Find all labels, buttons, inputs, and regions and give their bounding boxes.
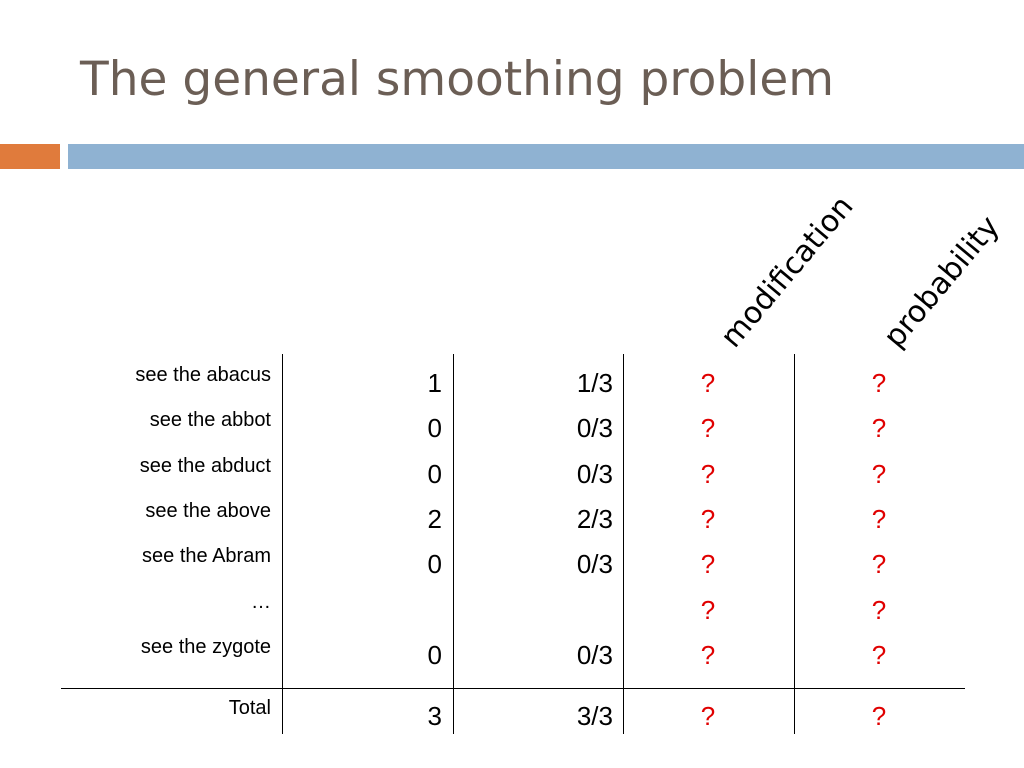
total-fraction: 3/3: [576, 701, 613, 731]
table-row: see the abbot 0 0/3 ? ?: [0, 409, 1024, 455]
row-label: see the above: [145, 500, 271, 522]
row-label: …: [251, 591, 271, 613]
row-label: see the abduct: [139, 455, 271, 477]
modification-value: ?: [700, 504, 716, 534]
modification-value: ?: [700, 368, 716, 398]
table-row: see the abduct 0 0/3 ? ?: [0, 455, 1024, 501]
column-divider: [794, 354, 795, 734]
column-header-probability: probability: [877, 209, 1007, 355]
row-fraction: 0/3: [576, 459, 613, 489]
column-header-modification: modification: [714, 189, 861, 355]
probability-value: ?: [871, 368, 887, 398]
probability-value: ?: [871, 595, 887, 625]
row-count: 2: [427, 504, 442, 534]
row-fraction: 1/3: [576, 368, 613, 398]
row-fraction: 0/3: [576, 413, 613, 443]
total-modification-value: ?: [700, 701, 716, 731]
probability-value: ?: [871, 459, 887, 489]
row-label: see the zygote: [140, 636, 271, 658]
probability-value: ?: [871, 413, 887, 443]
column-divider: [282, 354, 283, 734]
accent-bar-orange: [0, 144, 60, 169]
accent-bar-blue: [68, 144, 1024, 169]
table-row: see the above 2 2/3 ? ?: [0, 500, 1024, 546]
row-fraction: 0/3: [576, 549, 613, 579]
row-label: see the abacus: [135, 364, 271, 386]
row-count: 0: [427, 413, 442, 443]
modification-value: ?: [700, 413, 716, 443]
row-label: see the Abram: [142, 545, 271, 567]
total-divider: [61, 688, 965, 689]
row-label: see the abbot: [149, 409, 271, 431]
column-divider: [453, 354, 454, 734]
probability-value: ?: [871, 640, 887, 670]
modification-value: ?: [700, 640, 716, 670]
row-fraction: 0/3: [576, 640, 613, 670]
total-row: Total 3 3/3 ? ?: [0, 697, 1024, 743]
table-row: see the Abram 0 0/3 ? ?: [0, 545, 1024, 591]
column-divider: [623, 354, 624, 734]
total-probability-value: ?: [871, 701, 887, 731]
modification-value: ?: [700, 549, 716, 579]
modification-value: ?: [700, 459, 716, 489]
table-row: see the zygote 0 0/3 ? ?: [0, 636, 1024, 682]
probability-value: ?: [871, 504, 887, 534]
row-count: 0: [427, 549, 442, 579]
slide-title: The general smoothing problem: [80, 52, 835, 107]
row-fraction: 2/3: [576, 504, 613, 534]
row-count: 0: [427, 640, 442, 670]
table-row-ellipsis: … ? ?: [0, 591, 1024, 637]
row-count: 1: [427, 368, 442, 398]
modification-value: ?: [700, 595, 716, 625]
row-count: 0: [427, 459, 442, 489]
total-count: 3: [427, 701, 442, 731]
table-row: see the abacus 1 1/3 ? ?: [0, 364, 1024, 410]
probability-value: ?: [871, 549, 887, 579]
total-label: Total: [228, 697, 271, 719]
